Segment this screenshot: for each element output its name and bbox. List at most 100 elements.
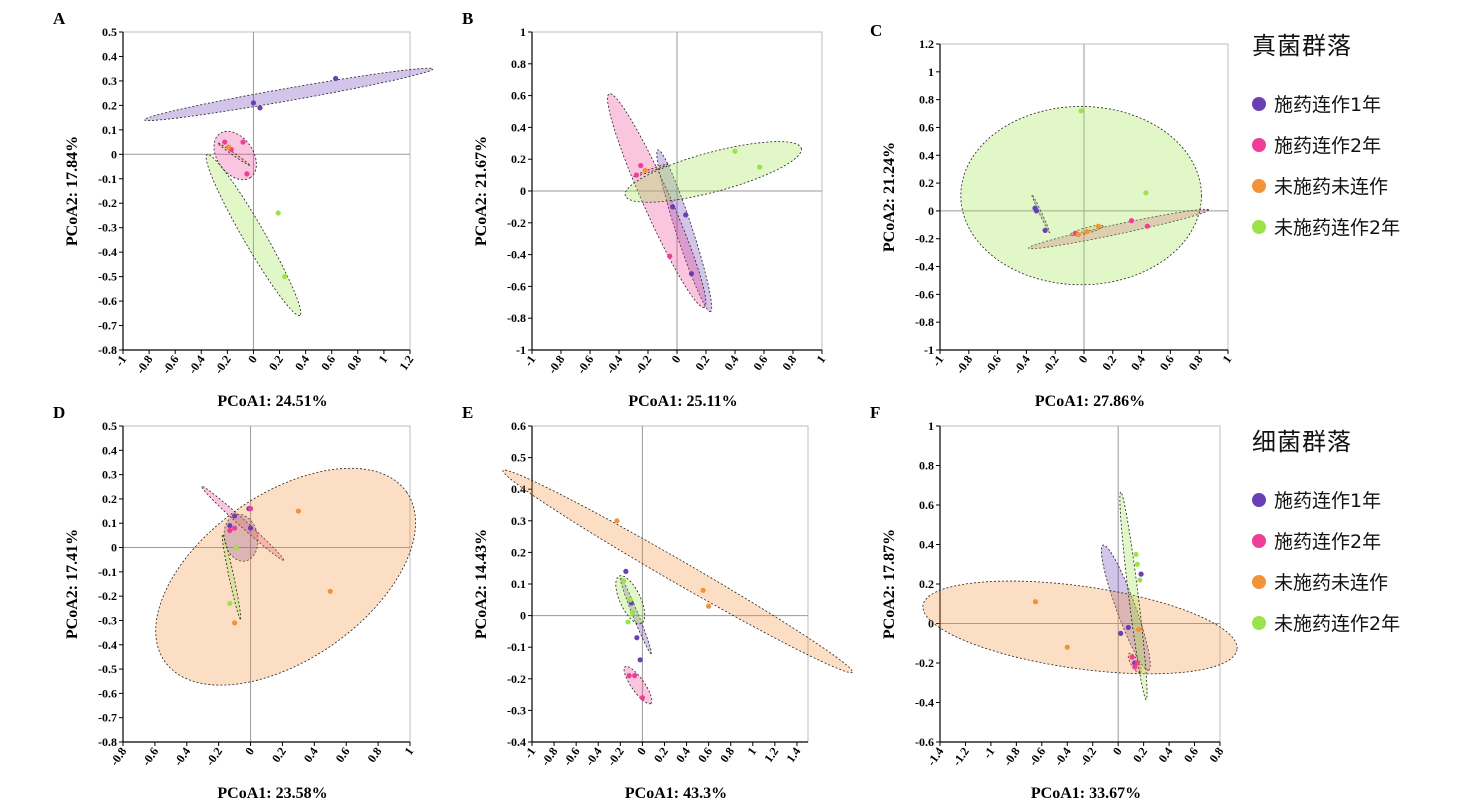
- legend-swatch: [1252, 492, 1266, 507]
- data-point: [1134, 660, 1140, 666]
- data-point: [732, 148, 738, 154]
- data-point: [275, 210, 281, 216]
- confidence-ellipse: [201, 485, 285, 561]
- confidence-ellipse: [619, 577, 652, 655]
- y-axis-title: PCoA2: 21.24%: [881, 142, 898, 252]
- x-tick-label: -0.8: [545, 353, 567, 377]
- y-tick-label: 0: [928, 617, 934, 631]
- data-point: [240, 139, 246, 145]
- x-tick-label: 0.4: [673, 745, 693, 765]
- data-point: [627, 597, 633, 603]
- chart-panel-D: -0.8 -0.7 -0.6 -0.5 -0.4 -0.3 -0.2 -0.1 0 0.1 0.2 0…: [53, 403, 416, 802]
- y-tick-label: 0.4: [511, 482, 526, 496]
- y-tick-label: -0.3: [98, 613, 117, 627]
- data-point: [226, 144, 232, 150]
- y-tick-label: 1.2: [919, 37, 934, 51]
- x-tick-label: 0.4: [301, 745, 321, 765]
- y-tick-label: 0.6: [511, 419, 526, 433]
- data-point: [227, 600, 233, 607]
- data-point: [1033, 208, 1040, 214]
- x-tick-label: 0.2: [269, 745, 289, 765]
- bacterial-legend-title: 细菌群落: [1252, 428, 1352, 456]
- legend-label: 未施药连作2年: [1274, 217, 1401, 239]
- data-point: [683, 212, 689, 218]
- legend-label: 施药连作2年: [1274, 531, 1382, 553]
- y-tick-label: -0.7: [98, 711, 117, 725]
- y-tick-label: 0.2: [919, 577, 934, 591]
- x-tick-label: 0.8: [1206, 745, 1226, 765]
- data-point: [1042, 227, 1048, 233]
- x-tick-label: -0.2: [211, 353, 233, 377]
- y-tick-label: -0.2: [507, 216, 526, 230]
- confidence-ellipse: [502, 469, 853, 674]
- x-axis-title: PCoA1: 43.3%: [625, 785, 727, 802]
- data-point: [333, 75, 339, 82]
- confidence-ellipse: [623, 665, 653, 705]
- x-tick-label: -0.2: [604, 745, 626, 769]
- data-point: [633, 172, 640, 178]
- y-tick-label: -1: [516, 343, 526, 357]
- x-tick-label: -0.6: [159, 353, 181, 377]
- panel-label: F: [870, 403, 880, 422]
- y-tick-label: 0.1: [511, 577, 526, 591]
- legend-item: 施药连作2年: [1252, 124, 1400, 165]
- data-point: [642, 167, 648, 173]
- data-point: [757, 164, 763, 170]
- x-tick-label: -0.4: [582, 745, 604, 769]
- y-tick-label: 0.3: [102, 74, 117, 88]
- legend-swatch: [1252, 178, 1266, 193]
- x-tick-label: -0.4: [185, 353, 207, 377]
- data-point: [295, 508, 301, 514]
- x-tick-label: 0: [669, 353, 684, 366]
- y-tick-label: -0.4: [507, 248, 526, 262]
- y-tick-label: 0.3: [102, 468, 117, 482]
- chart-panel-C: -1-0.8-0.6-0.4-0.200.20.40.60.811.2-1 -0.…: [870, 21, 1234, 410]
- y-tick-label: 0.6: [919, 120, 934, 134]
- y-axis-title: PCoA2: 14.43%: [473, 529, 490, 639]
- data-point: [227, 523, 233, 529]
- x-tick-label: 0.6: [318, 353, 338, 373]
- x-tick-label: 0.8: [344, 353, 364, 373]
- data-point: [1143, 190, 1149, 196]
- x-axis-title: PCoA1: 27.86%: [1035, 393, 1145, 410]
- y-tick-label: -0.2: [507, 672, 526, 686]
- y-axis-title: PCoA2: 17.84%: [64, 136, 81, 246]
- confidence-ellipse: [1031, 194, 1051, 234]
- y-tick-label: 0: [520, 184, 526, 198]
- legend-swatch: [1252, 137, 1266, 152]
- panel-label: E: [462, 403, 473, 422]
- legend-label: 施药连作1年: [1274, 94, 1382, 116]
- data-point: [629, 609, 636, 616]
- y-tick-label: 0.1: [102, 516, 117, 530]
- x-tick-label: -0.6: [560, 745, 582, 769]
- data-point: [232, 513, 238, 519]
- confidence-ellipse: [144, 67, 434, 121]
- data-point: [232, 620, 238, 626]
- x-tick-label: -0.6: [139, 745, 161, 769]
- x-tick-label: 0: [242, 745, 257, 758]
- x-tick-label: -0.6: [574, 353, 596, 377]
- y-tick-label: -0.5: [98, 270, 117, 284]
- data-point: [1118, 630, 1124, 636]
- data-point: [667, 253, 673, 259]
- y-tick-label: 0.1: [102, 123, 117, 137]
- y-tick-label: -0.8: [98, 735, 117, 749]
- y-tick-label: -0.4: [915, 260, 934, 274]
- fungal-legend: 真菌群落 施药连作1年 施药连作2年 未施药未连作 未施药连作2年: [1252, 26, 1400, 247]
- fungal-legend-title: 真菌群落: [1252, 32, 1352, 60]
- chart-panel-E: -0.4-0.3-0.2-0.100.10.20.30.40.50.6-1 -0.…: [462, 403, 853, 802]
- data-point: [670, 204, 676, 210]
- x-tick-label: 1.2: [396, 353, 416, 373]
- chart-panel-B: -1-0.8-0.6-0.4-0.200.20.40.60.81-1 -0.8 -0…: [462, 9, 828, 410]
- legend-swatch: [1252, 574, 1266, 589]
- data-point: [247, 506, 254, 512]
- legend-item: 施药连作2年: [1252, 520, 1400, 561]
- data-point: [1064, 644, 1070, 650]
- x-tick-label: 1.2: [761, 745, 781, 765]
- x-tick-label: 0.6: [1157, 353, 1177, 373]
- y-tick-label: -0.4: [98, 245, 117, 259]
- x-tick-label: -0.4: [603, 353, 625, 377]
- x-tick-label: 0: [634, 745, 649, 758]
- data-point: [706, 603, 712, 609]
- y-tick-label: -0.2: [915, 232, 934, 246]
